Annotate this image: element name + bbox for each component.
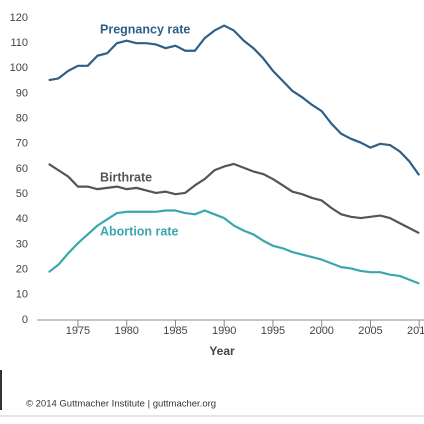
line [48, 209, 420, 285]
y-tick-label: 0 [22, 314, 28, 326]
line [48, 162, 420, 235]
y-tick-label: 120 [10, 12, 28, 24]
x-tick-label: 2010 [407, 325, 424, 337]
x-tick-label: 1980 [114, 325, 138, 337]
y-tick-label: 70 [16, 138, 28, 150]
x-tick-label: 1975 [66, 325, 90, 337]
y-tick-label: 100 [10, 62, 28, 74]
y-tick-label: 60 [16, 163, 28, 175]
source: © 2014 Guttmacher Institute | guttmacher… [26, 399, 216, 410]
y-tick-label: 20 [16, 264, 28, 276]
x-tick-label: 2000 [309, 325, 333, 337]
y-tick-label: 40 [16, 213, 28, 225]
line [48, 24, 421, 176]
y-tick-label: 80 [16, 113, 28, 125]
series-label: Birthrate [100, 170, 152, 184]
x-axis-label: Year [209, 344, 235, 358]
y-tick-label: 50 [16, 188, 28, 200]
x-tick-label: 1995 [261, 325, 285, 337]
series-label: Abortion rate [100, 224, 179, 238]
x-tick-label: 1990 [212, 325, 236, 337]
x-tick-label: 2005 [358, 325, 382, 337]
y-tick-label: 10 [16, 289, 28, 301]
decoration [0, 370, 2, 410]
y-tick-label: 110 [10, 37, 28, 49]
series-label: Pregnancy rate [100, 22, 190, 36]
y-tick-label: 30 [16, 238, 28, 250]
x-tick-label: 1985 [163, 325, 187, 337]
y-tick-label: 90 [16, 87, 28, 99]
